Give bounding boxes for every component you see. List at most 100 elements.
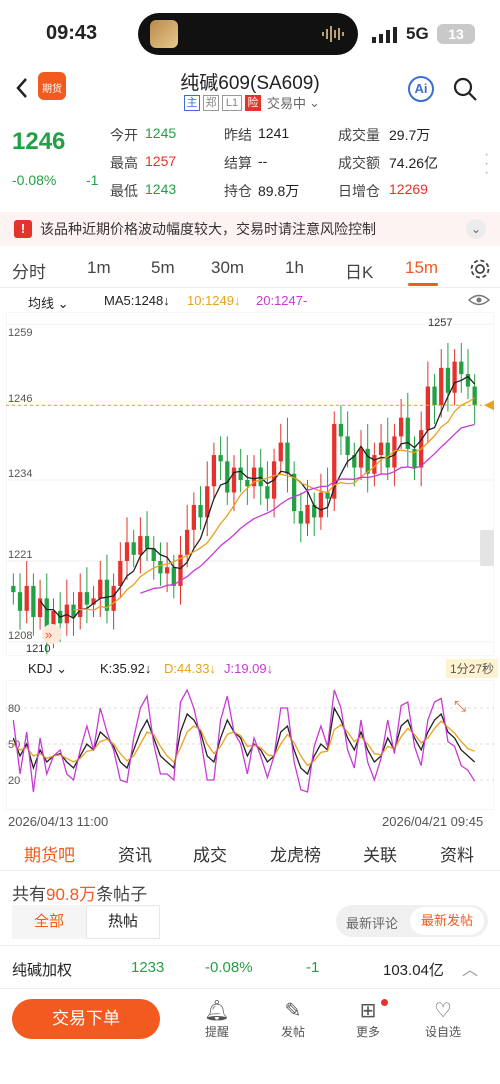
eye-button[interactable] bbox=[467, 293, 491, 312]
tab-30m[interactable]: 30m bbox=[211, 258, 245, 277]
ma-selector[interactable]: 均线 ⌄ bbox=[28, 296, 69, 311]
more-dots-icon[interactable]: · · · bbox=[484, 146, 490, 181]
daily-oi-value: 12269 bbox=[389, 181, 428, 197]
chevron-up-icon[interactable]: ︿ bbox=[462, 962, 479, 979]
settings-button[interactable] bbox=[469, 258, 491, 285]
signal-icon bbox=[372, 27, 398, 48]
tab-15m[interactable]: 15m bbox=[405, 258, 439, 277]
filter-hot[interactable]: 热帖 bbox=[86, 905, 160, 939]
tab-forum[interactable]: 期货吧 bbox=[24, 846, 75, 865]
candle-body bbox=[171, 567, 176, 586]
app-logo[interactable]: 期货 bbox=[38, 72, 66, 100]
candle-body bbox=[372, 455, 377, 474]
candle-body bbox=[298, 511, 303, 524]
candle-body bbox=[44, 598, 49, 636]
candlestick-chart[interactable]: 1259 1246 1234 1221 1208 1257 1210» bbox=[6, 312, 494, 656]
candle-body bbox=[198, 504, 203, 518]
kdj-selector[interactable]: KDJ ⌄ bbox=[28, 661, 68, 676]
double-chevron-icon: » bbox=[45, 627, 52, 642]
candle-body bbox=[211, 455, 217, 487]
remind-button[interactable]: 🔔︎ 提醒 bbox=[192, 999, 242, 1040]
candle-body bbox=[51, 610, 56, 636]
post-count: 共有90.8万条帖子 bbox=[12, 880, 147, 905]
tab-1m[interactable]: 1m bbox=[87, 258, 111, 277]
tab-timeshare[interactable]: 分时 bbox=[12, 263, 46, 282]
last-price: 1246 bbox=[12, 128, 66, 155]
sort-latest-post[interactable]: 最新发帖 bbox=[410, 907, 484, 935]
bar-countdown: 1分27秒 bbox=[446, 659, 499, 678]
tab-5m[interactable]: 5m bbox=[151, 258, 175, 277]
tab-trades[interactable]: 成交 bbox=[193, 846, 227, 865]
trade-button[interactable]: 交易下单 bbox=[12, 999, 160, 1039]
status-time: 09:43 bbox=[46, 22, 98, 44]
ticker-change: -1 bbox=[306, 959, 320, 976]
filter-all[interactable]: 全部 bbox=[12, 905, 86, 939]
post-count-value: 90.8万 bbox=[46, 885, 97, 904]
ai-button[interactable]: Ai bbox=[408, 76, 434, 102]
candle-body bbox=[325, 492, 330, 499]
candle-body bbox=[472, 386, 477, 406]
candle-body bbox=[405, 417, 410, 449]
risk-warning[interactable]: 该品种近期价格波动幅度较大，交易时请注意风险控制 bbox=[0, 212, 500, 246]
more-button[interactable]: ⊞ 更多 bbox=[343, 999, 393, 1040]
candle-body bbox=[278, 442, 283, 462]
expand-chevron-icon[interactable]: ⌄ bbox=[466, 219, 486, 239]
trade-status[interactable]: 交易中 bbox=[267, 96, 307, 111]
post-label: 发帖 bbox=[280, 1025, 305, 1039]
prev-settle-label: 昨结 bbox=[224, 127, 252, 143]
watchlist-button[interactable]: ♡ 设自选 bbox=[418, 999, 468, 1040]
candle-body bbox=[265, 486, 270, 499]
settle-label: 结算 bbox=[224, 155, 252, 171]
weighted-ticker[interactable]: 纯碱加权 1233 -0.08% -1 103.04亿 ︿ bbox=[0, 945, 500, 989]
back-button[interactable] bbox=[14, 76, 30, 105]
tab-dragon-tiger[interactable]: 龙虎榜 bbox=[270, 846, 321, 865]
content-tabs: 期货吧 资讯 成交 龙虎榜 关联 资料 bbox=[0, 835, 500, 871]
side-panel-handle bbox=[480, 530, 494, 566]
open-value: 1245 bbox=[145, 125, 177, 141]
chart-end-time: 2026/04/21 09:45 bbox=[382, 814, 484, 829]
candle-body bbox=[412, 448, 417, 468]
post-count-prefix: 共有 bbox=[12, 885, 46, 904]
tab-news[interactable]: 资讯 bbox=[118, 846, 152, 865]
tab-1h[interactable]: 1h bbox=[285, 258, 304, 277]
candle-body bbox=[84, 592, 90, 605]
battery-icon: 13 bbox=[437, 24, 475, 44]
candle-body bbox=[318, 492, 324, 518]
candle-body bbox=[365, 448, 370, 474]
candle-body bbox=[459, 361, 464, 375]
chevron-left-icon bbox=[16, 78, 27, 98]
search-button[interactable] bbox=[452, 76, 478, 107]
ticker-name: 纯碱加权 bbox=[12, 962, 73, 979]
candle-body bbox=[91, 598, 96, 605]
now-playing-thumbnail bbox=[150, 20, 178, 48]
sort-latest-comment[interactable]: 最新评论 bbox=[346, 916, 399, 931]
candle-body bbox=[37, 598, 43, 618]
tab-daily[interactable]: 日K bbox=[345, 263, 374, 282]
candle-body bbox=[439, 367, 444, 406]
fullscreen-icon[interactable]: ⤡ bbox=[454, 698, 467, 715]
candle-body bbox=[378, 442, 384, 456]
watchlist-label: 设自选 bbox=[424, 1025, 461, 1039]
turnover-value: 74.26亿 bbox=[389, 155, 439, 171]
tab-profile[interactable]: 资料 bbox=[440, 846, 474, 865]
chevron-down-icon[interactable]: ⌄ bbox=[309, 94, 320, 110]
post-button[interactable]: ✎ 发帖 bbox=[268, 999, 318, 1040]
ma20-label: 20:1247- bbox=[256, 293, 308, 308]
oi-label: 持仓 bbox=[224, 183, 252, 199]
page-title: 纯碱609(SA609) bbox=[180, 73, 320, 94]
risk-warning-text: 该品种近期价格波动幅度较大，交易时请注意风险控制 bbox=[40, 221, 376, 237]
tab-related[interactable]: 关联 bbox=[363, 846, 397, 865]
tag-risk: 险 bbox=[245, 94, 261, 111]
candle-body bbox=[205, 486, 210, 518]
prev-settle-value: 1241 bbox=[258, 125, 290, 141]
candle-body bbox=[338, 423, 344, 437]
last-price-marker bbox=[484, 400, 494, 411]
kdj-k-line bbox=[12, 706, 476, 776]
ticker-amount: 103.04亿 bbox=[383, 962, 444, 979]
grid-icon: ⊞ bbox=[359, 1000, 377, 1022]
oi-value: 89.8万 bbox=[258, 183, 300, 199]
y-tick-label: 1221 bbox=[8, 549, 32, 561]
candle-body bbox=[78, 592, 83, 618]
kdj-j-line bbox=[12, 688, 476, 793]
